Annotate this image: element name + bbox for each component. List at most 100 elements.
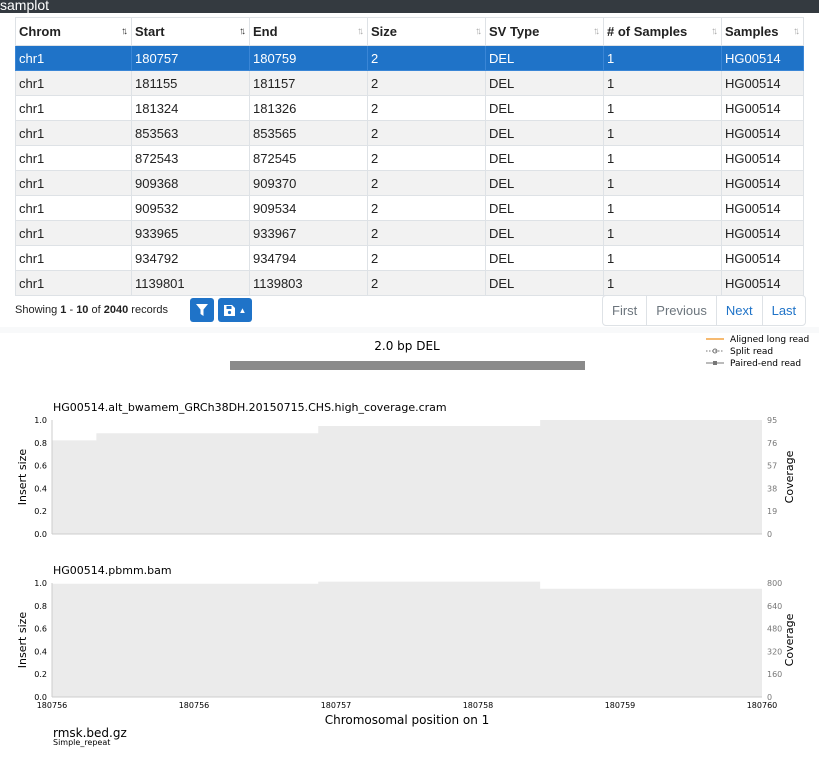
sort-icon[interactable]: ↑↓ — [475, 26, 482, 37]
sort-icon[interactable]: ↑↓ — [793, 26, 800, 37]
table-cell: 909370 — [249, 170, 368, 196]
pager-last[interactable]: Last — [761, 296, 806, 325]
sort-icon[interactable]: ↑↓ — [121, 26, 128, 37]
panel-title: HG00514.alt_bwamem_GRCh38DH.20150715.CHS… — [53, 401, 447, 414]
sort-icon[interactable]: ↑↓ — [711, 26, 718, 37]
y-tick-label: 0.2 — [34, 670, 47, 679]
table-cell: 2 — [367, 45, 486, 71]
table-cell: 909532 — [131, 195, 250, 221]
table-cell: 2 — [367, 170, 486, 196]
app-title-bar: samplot — [0, 0, 819, 13]
table-row[interactable]: chr1 853563 853565 2 DEL 1 HG00514 — [15, 120, 804, 146]
table-cell: 2 — [367, 145, 486, 171]
sort-icon[interactable]: ↑↓ — [239, 26, 246, 37]
table-cell: 909368 — [131, 170, 250, 196]
coverage-panel: HG00514.alt_bwamem_GRCh38DH.20150715.CHS… — [16, 401, 796, 539]
legend-long-read: Aligned long read — [730, 335, 809, 345]
table-row[interactable]: chr1 933965 933967 2 DEL 1 HG00514 — [15, 220, 804, 246]
column-header[interactable]: End ↑↓ — [249, 17, 368, 46]
table-cell: DEL — [485, 170, 604, 196]
table-cell: 933967 — [249, 220, 368, 246]
table-cell: 872543 — [131, 145, 250, 171]
table-cell: 934794 — [249, 245, 368, 271]
table-row[interactable]: chr1 1139801 1139803 2 DEL 1 HG00514 — [15, 270, 804, 296]
sort-icon[interactable]: ↑↓ — [357, 26, 364, 37]
table-cell: 1 — [603, 220, 722, 246]
column-header-label: Size — [371, 24, 398, 39]
table-cell: 180757 — [131, 45, 250, 71]
y-tick-label: 0.2 — [34, 507, 47, 516]
table-cell: 933965 — [131, 220, 250, 246]
column-header[interactable]: Samples ↑↓ — [721, 17, 804, 46]
y2-tick-label: 76 — [767, 439, 777, 448]
read-legend: Aligned long read Split read Paired-end … — [706, 335, 809, 369]
table-cell: 181157 — [249, 70, 368, 96]
y-tick-label: 0.6 — [34, 625, 47, 634]
table-cell: chr1 — [15, 95, 132, 121]
sv-label: 2.0 bp DEL — [374, 339, 440, 353]
column-header[interactable]: SV Type ↑↓ — [485, 17, 604, 46]
table-cell: 1 — [603, 120, 722, 146]
column-header-label: Chrom — [19, 24, 61, 39]
table-row[interactable]: chr1 909368 909370 2 DEL 1 HG00514 — [15, 170, 804, 196]
filter-button[interactable] — [190, 298, 214, 322]
y2-tick-label: 95 — [767, 416, 777, 425]
column-header[interactable]: Size ↑↓ — [367, 17, 486, 46]
y2-tick-label: 38 — [767, 484, 777, 493]
table-cell: chr1 — [15, 45, 132, 71]
legend-split-marker — [712, 348, 718, 354]
table-cell: 2 — [367, 195, 486, 221]
table-row[interactable]: chr1 180757 180759 2 DEL 1 HG00514 — [15, 45, 804, 71]
pagination: First Previous Next Last — [602, 295, 807, 326]
coverage-panel: HG00514.pbmm.bam 0.0 0.2 0.4 0.6 0.8 1.0 0 160 32… — [16, 564, 796, 710]
table-cell: 1 — [603, 95, 722, 121]
pager-previous[interactable]: Previous — [646, 296, 716, 325]
x-tick-label: 180758 — [463, 701, 494, 710]
table-cell: DEL — [485, 145, 604, 171]
table-cell: 1 — [603, 45, 722, 71]
save-dropdown-button[interactable]: ▲ — [218, 298, 252, 322]
table-cell: DEL — [485, 220, 604, 246]
table-cell: chr1 — [15, 145, 132, 171]
y-tick-label: 0.6 — [34, 462, 47, 471]
table-row[interactable]: chr1 909532 909534 2 DEL 1 HG00514 — [15, 195, 804, 221]
table-cell: chr1 — [15, 70, 132, 96]
coverage-area — [52, 420, 762, 534]
table-cell: DEL — [485, 70, 604, 96]
x-tick-label: 180756 — [179, 701, 210, 710]
table-row[interactable]: chr1 181324 181326 2 DEL 1 HG00514 — [15, 95, 804, 121]
column-header[interactable]: # of Samples ↑↓ — [603, 17, 722, 46]
sort-icon[interactable]: ↑↓ — [593, 26, 600, 37]
y-tick-label: 0.8 — [34, 602, 47, 611]
column-header-label: Samples — [725, 24, 779, 39]
table-cell: HG00514 — [721, 270, 804, 296]
table-cell: 181155 — [131, 70, 250, 96]
table-cell: HG00514 — [721, 245, 804, 271]
table-cell: 909534 — [249, 195, 368, 221]
pager-first[interactable]: First — [612, 303, 638, 318]
table-cell: 1139801 — [131, 270, 250, 296]
column-header-label: # of Samples — [607, 24, 688, 39]
table-row[interactable]: chr1 934792 934794 2 DEL 1 HG00514 — [15, 245, 804, 271]
table-cell: DEL — [485, 245, 604, 271]
y-tick-label: 0.0 — [34, 530, 47, 539]
y2-tick-label: 19 — [767, 507, 777, 516]
y2-tick-label: 57 — [767, 462, 777, 471]
table-cell: HG00514 — [721, 145, 804, 171]
column-header[interactable]: Chrom ↑↓ — [15, 17, 132, 46]
table-row[interactable]: chr1 181155 181157 2 DEL 1 HG00514 — [15, 70, 804, 96]
table-cell: HG00514 — [721, 95, 804, 121]
y-tick-label: 1.0 — [34, 416, 47, 425]
table-cell: chr1 — [15, 220, 132, 246]
table-cell: chr1 — [15, 245, 132, 271]
coverage-area — [52, 581, 762, 697]
floppy-disk-icon — [223, 304, 235, 316]
column-header[interactable]: Start ↑↓ — [131, 17, 250, 46]
table-row[interactable]: chr1 872543 872545 2 DEL 1 HG00514 — [15, 145, 804, 171]
table-cell: chr1 — [15, 170, 132, 196]
sv-table: Chrom ↑↓ Start ↑↓ End ↑↓ Size ↑↓ SV Type ↑↓ # of S… — [15, 17, 804, 296]
table-cell: DEL — [485, 195, 604, 221]
section-divider — [0, 327, 819, 333]
table-cell: 2 — [367, 220, 486, 246]
pager-next[interactable]: Next — [715, 296, 762, 325]
